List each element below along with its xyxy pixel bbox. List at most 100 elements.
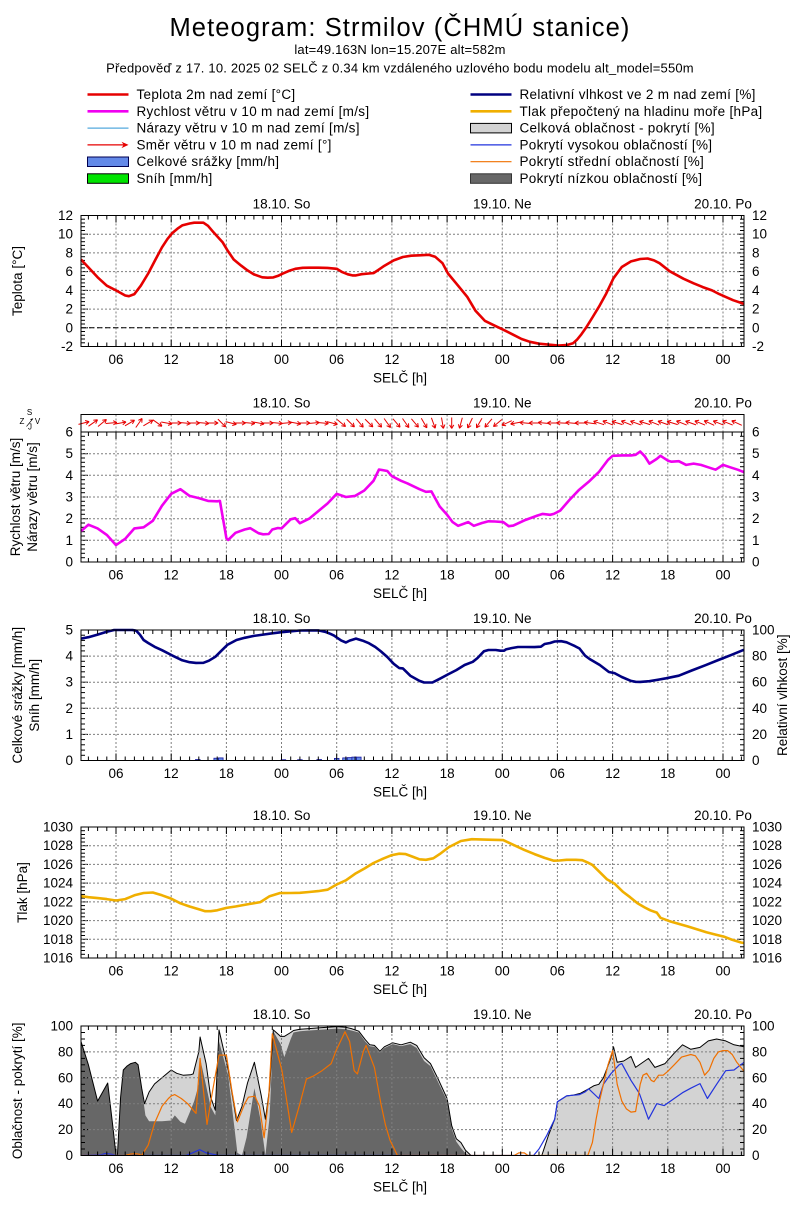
svg-text:1020: 1020	[752, 913, 782, 928]
svg-text:18: 18	[219, 766, 234, 781]
svg-text:06: 06	[108, 352, 123, 367]
svg-text:2: 2	[65, 511, 73, 526]
svg-text:1030: 1030	[752, 820, 782, 835]
svg-text:2: 2	[752, 511, 760, 526]
svg-text:100: 100	[752, 623, 775, 638]
svg-text:40: 40	[752, 1096, 767, 1111]
svg-text:18.10. So: 18.10. So	[253, 611, 311, 626]
svg-text:40: 40	[58, 1096, 73, 1111]
svg-text:06: 06	[550, 964, 565, 979]
svg-text:18: 18	[660, 766, 675, 781]
svg-text:06: 06	[329, 964, 344, 979]
svg-text:SELČ [h]: SELČ [h]	[373, 785, 427, 800]
svg-text:20.10. Po: 20.10. Po	[694, 197, 752, 212]
svg-text:00: 00	[715, 352, 730, 367]
svg-text:3: 3	[65, 675, 73, 690]
svg-text:00: 00	[495, 766, 510, 781]
svg-text:00: 00	[495, 1161, 510, 1176]
svg-text:Relativní vlhkost ve 2 m nad z: Relativní vlhkost ve 2 m nad zemí [%]	[520, 87, 756, 102]
svg-text:Celkové srážky [mm/h]: Celkové srážky [mm/h]	[137, 154, 280, 169]
svg-text:18.10. So: 18.10. So	[253, 808, 311, 823]
svg-text:Celková oblačnost - pokrytí [%: Celková oblačnost - pokrytí [%]	[520, 121, 715, 136]
svg-text:18: 18	[219, 568, 234, 583]
svg-text:12: 12	[384, 1161, 399, 1176]
svg-text:06: 06	[550, 1161, 565, 1176]
svg-text:1016: 1016	[752, 951, 782, 966]
svg-text:Rychlost větru [m/s]: Rychlost větru [m/s]	[8, 438, 23, 557]
svg-text:06: 06	[550, 568, 565, 583]
svg-text:0: 0	[65, 320, 73, 335]
svg-text:06: 06	[329, 568, 344, 583]
svg-text:Celkové srážky [mm/h]: Celkové srážky [mm/h]	[10, 627, 25, 764]
svg-text:lat=49.163N lon=15.207E alt=58: lat=49.163N lon=15.207E alt=582m	[294, 42, 505, 57]
svg-text:Z: Z	[20, 417, 25, 426]
svg-text:1026: 1026	[43, 857, 73, 872]
svg-text:-2: -2	[752, 339, 764, 354]
svg-text:06: 06	[108, 1161, 123, 1176]
svg-text:18: 18	[219, 964, 234, 979]
svg-text:Nárazy větru v 10 m nad zemí [: Nárazy větru v 10 m nad zemí [m/s]	[137, 121, 360, 136]
svg-text:60: 60	[752, 675, 767, 690]
svg-text:Sníh [mm/h]: Sníh [mm/h]	[137, 171, 213, 186]
svg-text:Pokrytí vysokou oblačností [%]: Pokrytí vysokou oblačností [%]	[520, 137, 713, 152]
svg-text:0: 0	[752, 1148, 760, 1163]
svg-text:3: 3	[65, 490, 73, 505]
svg-text:Tlak přepočtený na hladinu moř: Tlak přepočtený na hladinu moře [hPa]	[520, 104, 763, 119]
svg-text:4: 4	[65, 649, 73, 664]
svg-text:0: 0	[752, 555, 760, 570]
svg-text:6: 6	[65, 264, 73, 279]
svg-text:12: 12	[58, 208, 73, 223]
svg-text:00: 00	[715, 1161, 730, 1176]
svg-text:-2: -2	[61, 339, 73, 354]
svg-text:20.10. Po: 20.10. Po	[694, 1007, 752, 1022]
svg-text:18: 18	[219, 352, 234, 367]
svg-text:18: 18	[219, 1161, 234, 1176]
svg-text:80: 80	[752, 649, 767, 664]
svg-text:00: 00	[274, 352, 289, 367]
svg-text:80: 80	[58, 1044, 73, 1059]
svg-text:06: 06	[329, 352, 344, 367]
svg-text:06: 06	[329, 1161, 344, 1176]
svg-text:12: 12	[605, 568, 620, 583]
svg-text:1028: 1028	[43, 838, 73, 853]
svg-text:06: 06	[550, 766, 565, 781]
svg-text:19.10. Ne: 19.10. Ne	[473, 611, 532, 626]
svg-text:SELČ [h]: SELČ [h]	[373, 982, 427, 997]
svg-text:6: 6	[65, 425, 73, 440]
svg-text:Sníh [mm/h]: Sníh [mm/h]	[27, 659, 42, 732]
svg-text:20.10. Po: 20.10. Po	[694, 611, 752, 626]
svg-text:06: 06	[550, 352, 565, 367]
svg-text:5: 5	[65, 446, 73, 461]
svg-text:0: 0	[752, 753, 760, 768]
svg-text:0: 0	[752, 320, 760, 335]
svg-text:12: 12	[164, 1161, 179, 1176]
svg-text:18.10. So: 18.10. So	[253, 1007, 311, 1022]
svg-text:00: 00	[274, 964, 289, 979]
svg-text:06: 06	[108, 568, 123, 583]
svg-text:60: 60	[752, 1070, 767, 1085]
svg-text:12: 12	[605, 352, 620, 367]
svg-text:8: 8	[65, 245, 73, 260]
svg-text:S: S	[27, 408, 32, 417]
svg-text:6: 6	[752, 425, 760, 440]
svg-text:00: 00	[715, 568, 730, 583]
svg-text:06: 06	[108, 964, 123, 979]
svg-text:0: 0	[65, 1148, 73, 1163]
svg-text:00: 00	[495, 964, 510, 979]
svg-text:1024: 1024	[43, 876, 74, 891]
svg-text:4: 4	[65, 468, 73, 483]
svg-text:1020: 1020	[43, 913, 73, 928]
svg-text:12: 12	[164, 964, 179, 979]
svg-text:Meteogram: Strmilov (ČHMÚ stan: Meteogram: Strmilov (ČHMÚ stanice)	[169, 13, 630, 42]
svg-text:4: 4	[65, 283, 73, 298]
svg-text:1: 1	[65, 727, 73, 742]
svg-text:12: 12	[164, 766, 179, 781]
svg-text:00: 00	[274, 568, 289, 583]
svg-text:80: 80	[752, 1044, 767, 1059]
svg-text:4: 4	[752, 468, 760, 483]
svg-text:1018: 1018	[43, 932, 73, 947]
svg-text:1024: 1024	[752, 876, 783, 891]
svg-text:12: 12	[605, 964, 620, 979]
svg-text:1: 1	[752, 533, 760, 548]
svg-text:19.10. Ne: 19.10. Ne	[473, 808, 532, 823]
